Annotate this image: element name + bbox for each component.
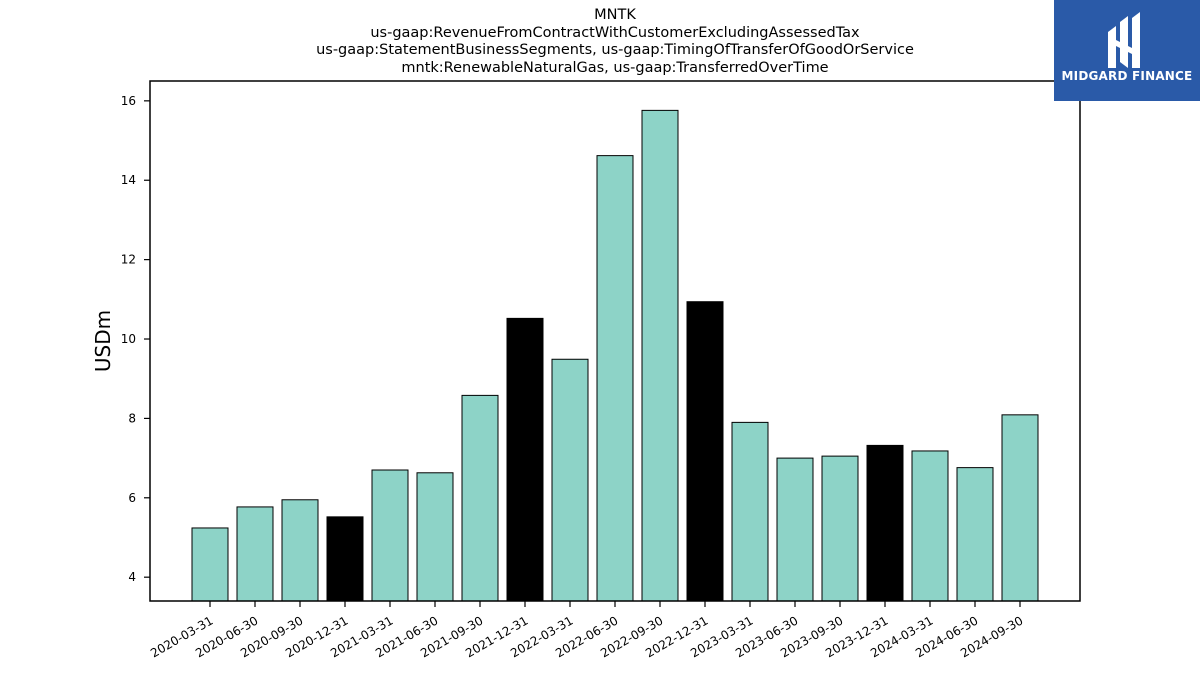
- y-tick-label: 12: [121, 253, 136, 267]
- bar-2020-09-30: [281, 499, 319, 602]
- bar-2020-03-31: [191, 527, 229, 602]
- bar-2023-12-31: [866, 444, 904, 602]
- logo-mark-icon: [1108, 12, 1140, 68]
- y-tick-label: 4: [128, 570, 136, 584]
- bar-2022-03-31: [551, 358, 589, 602]
- bar-2023-03-31: [731, 421, 769, 602]
- title-line-3: us-gaap:StatementBusinessSegments, us-ga…: [316, 42, 914, 58]
- y-tick-label: 14: [121, 173, 136, 187]
- title-line-1: MNTK: [594, 7, 636, 23]
- brand-logo: MIDGARD FINANCE: [1054, 0, 1200, 101]
- bar-2021-12-31: [506, 317, 544, 602]
- bar-2021-03-31: [371, 469, 409, 602]
- bar-2023-09-30: [821, 455, 859, 602]
- chart-title: MNTK us-gaap:RevenueFromContractWithCust…: [230, 7, 1000, 77]
- bar-2023-06-30: [776, 457, 814, 602]
- y-tick-label: 10: [121, 332, 136, 346]
- bar-2021-06-30: [416, 472, 454, 602]
- y-tick-label: 16: [121, 94, 136, 108]
- bar-2022-09-30: [641, 109, 679, 602]
- bar-2024-03-31: [911, 450, 949, 602]
- title-line-4: mntk:RenewableNaturalGas, us-gaap:Transf…: [401, 59, 829, 76]
- bar-2022-06-30: [596, 155, 634, 602]
- title-line-2: us-gaap:RevenueFromContractWithCustomerE…: [370, 24, 860, 41]
- logo-text: MIDGARD FINANCE: [1061, 69, 1193, 83]
- bar-2020-06-30: [236, 506, 274, 602]
- bar-2022-12-31: [686, 301, 724, 602]
- bar-2020-12-31: [326, 516, 364, 602]
- bar-2024-09-30: [1001, 414, 1039, 602]
- y-tick-label: 8: [128, 411, 136, 425]
- y-axis-label: USDm: [91, 310, 115, 372]
- bar-2021-09-30: [461, 394, 499, 602]
- y-tick-label: 6: [128, 491, 136, 505]
- bar-2024-06-30: [956, 467, 994, 602]
